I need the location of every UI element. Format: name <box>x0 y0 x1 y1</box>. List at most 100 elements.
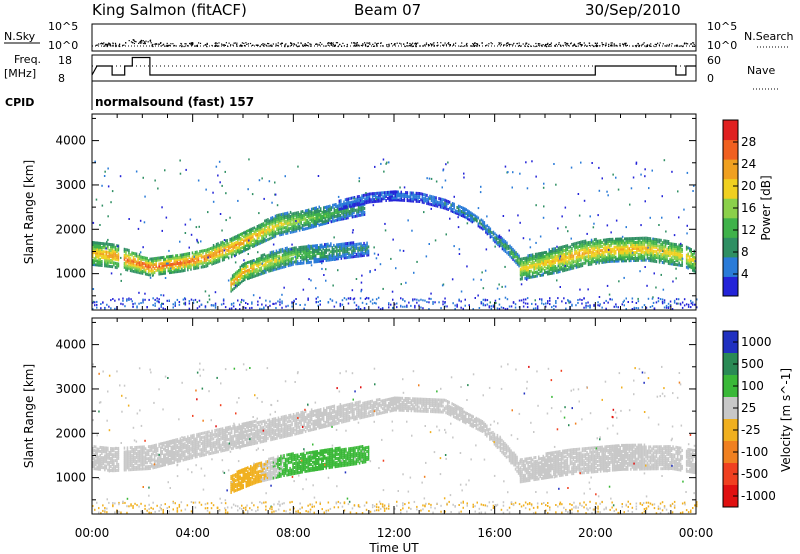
heatmap-cell <box>313 258 315 262</box>
heatmap-cell <box>654 253 656 257</box>
heatmap-cell <box>114 247 117 251</box>
heatmap-cell <box>468 218 470 222</box>
heatmap-cell <box>619 255 621 259</box>
heatmap-cell <box>649 251 652 255</box>
heatmap-cell <box>298 254 300 257</box>
heatmap-cell <box>533 255 535 259</box>
heatmap-cell <box>673 252 676 256</box>
heatmap-cell <box>630 187 633 190</box>
noise-point <box>122 44 124 46</box>
heatmap-cell <box>113 257 115 261</box>
heatmap-cell <box>519 273 522 277</box>
heatmap-cell <box>651 247 653 251</box>
heatmap-cell <box>521 261 523 265</box>
heatmap-cell <box>110 307 112 310</box>
heatmap-cell <box>536 254 538 258</box>
heatmap-cell <box>200 249 203 253</box>
heatmap-cell <box>489 235 492 239</box>
heatmap-cell <box>633 259 635 262</box>
heatmap-cell <box>622 301 624 304</box>
heatmap-cell <box>215 254 218 258</box>
heatmap-cell <box>518 260 520 264</box>
heatmap-cell <box>556 254 558 258</box>
noise-point <box>516 42 518 45</box>
heatmap-cell <box>689 259 691 263</box>
heatmap-cell <box>586 255 588 259</box>
heatmap-cell <box>221 184 223 187</box>
heatmap-cell <box>361 248 364 252</box>
heatmap-cell <box>569 251 572 255</box>
heatmap-cell <box>261 230 263 234</box>
heatmap-cell <box>93 257 95 261</box>
heatmap-cell <box>527 260 529 264</box>
date-label: 30/Sep/2010 <box>585 1 681 19</box>
heatmap-cell <box>280 227 283 230</box>
heatmap-cell <box>254 270 257 274</box>
heatmap-cell <box>605 242 608 246</box>
heatmap-cell <box>639 236 641 240</box>
heatmap-cell <box>645 246 647 250</box>
heatmap-cell <box>557 256 560 260</box>
heatmap-cell <box>471 216 473 220</box>
heatmap-cell <box>613 239 615 243</box>
heatmap-cell <box>244 238 246 242</box>
heatmap-cell <box>405 195 407 198</box>
heatmap-cell <box>405 191 407 195</box>
heatmap-cell <box>690 262 692 266</box>
heatmap-cell <box>243 239 245 243</box>
heatmap-cell <box>467 215 469 219</box>
heatmap-cell <box>126 254 129 258</box>
heatmap-cell <box>374 192 377 195</box>
heatmap-cell <box>347 212 349 216</box>
noise-point <box>577 43 579 45</box>
noise-point <box>635 46 637 48</box>
heatmap-cell <box>154 298 156 301</box>
heatmap-cell <box>234 284 237 287</box>
heatmap-cell <box>571 257 573 260</box>
noise-point <box>562 44 564 46</box>
heatmap-cell <box>111 257 114 261</box>
heatmap-cell <box>624 255 626 259</box>
heatmap-cell <box>312 221 314 225</box>
heatmap-cell <box>646 236 649 240</box>
heatmap-cell <box>266 266 269 270</box>
heatmap-cell <box>112 298 114 300</box>
heatmap-cell <box>267 232 269 236</box>
heatmap-cell <box>692 258 694 262</box>
heatmap-cell <box>353 211 355 215</box>
heatmap-cell <box>323 214 325 218</box>
heatmap-cell <box>627 253 629 257</box>
heatmap-cell <box>233 286 235 290</box>
heatmap-cell <box>315 254 317 258</box>
noise-point <box>353 42 355 44</box>
noise-point <box>687 43 689 45</box>
heatmap-cell <box>259 223 262 227</box>
heatmap-cell <box>101 264 103 267</box>
heatmap-cell <box>330 212 333 216</box>
heatmap-cell <box>352 298 355 301</box>
heatmap-cell <box>554 267 557 271</box>
heatmap-cell <box>232 305 235 308</box>
heatmap-cell <box>438 201 440 205</box>
heatmap-cell <box>563 257 566 260</box>
noise-point <box>123 44 125 46</box>
heatmap-cell <box>284 259 287 262</box>
noise-point <box>641 44 643 46</box>
heatmap-cell <box>197 258 200 262</box>
heatmap-cell <box>676 263 679 267</box>
heatmap-cell <box>101 248 103 251</box>
heatmap-cell <box>339 251 341 254</box>
heatmap-cell <box>102 250 105 254</box>
noise-point <box>139 41 141 43</box>
heatmap-cell <box>321 222 323 226</box>
heatmap-cell <box>362 207 364 211</box>
heatmap-cell <box>531 273 534 277</box>
heatmap-cell <box>281 302 283 305</box>
heatmap-cell <box>128 266 130 270</box>
heatmap-cell <box>460 212 463 215</box>
heatmap-cell <box>360 244 362 248</box>
noise-point <box>394 43 396 45</box>
noise-point <box>425 43 427 46</box>
heatmap-cell <box>400 283 402 286</box>
heatmap-cell <box>268 221 271 225</box>
